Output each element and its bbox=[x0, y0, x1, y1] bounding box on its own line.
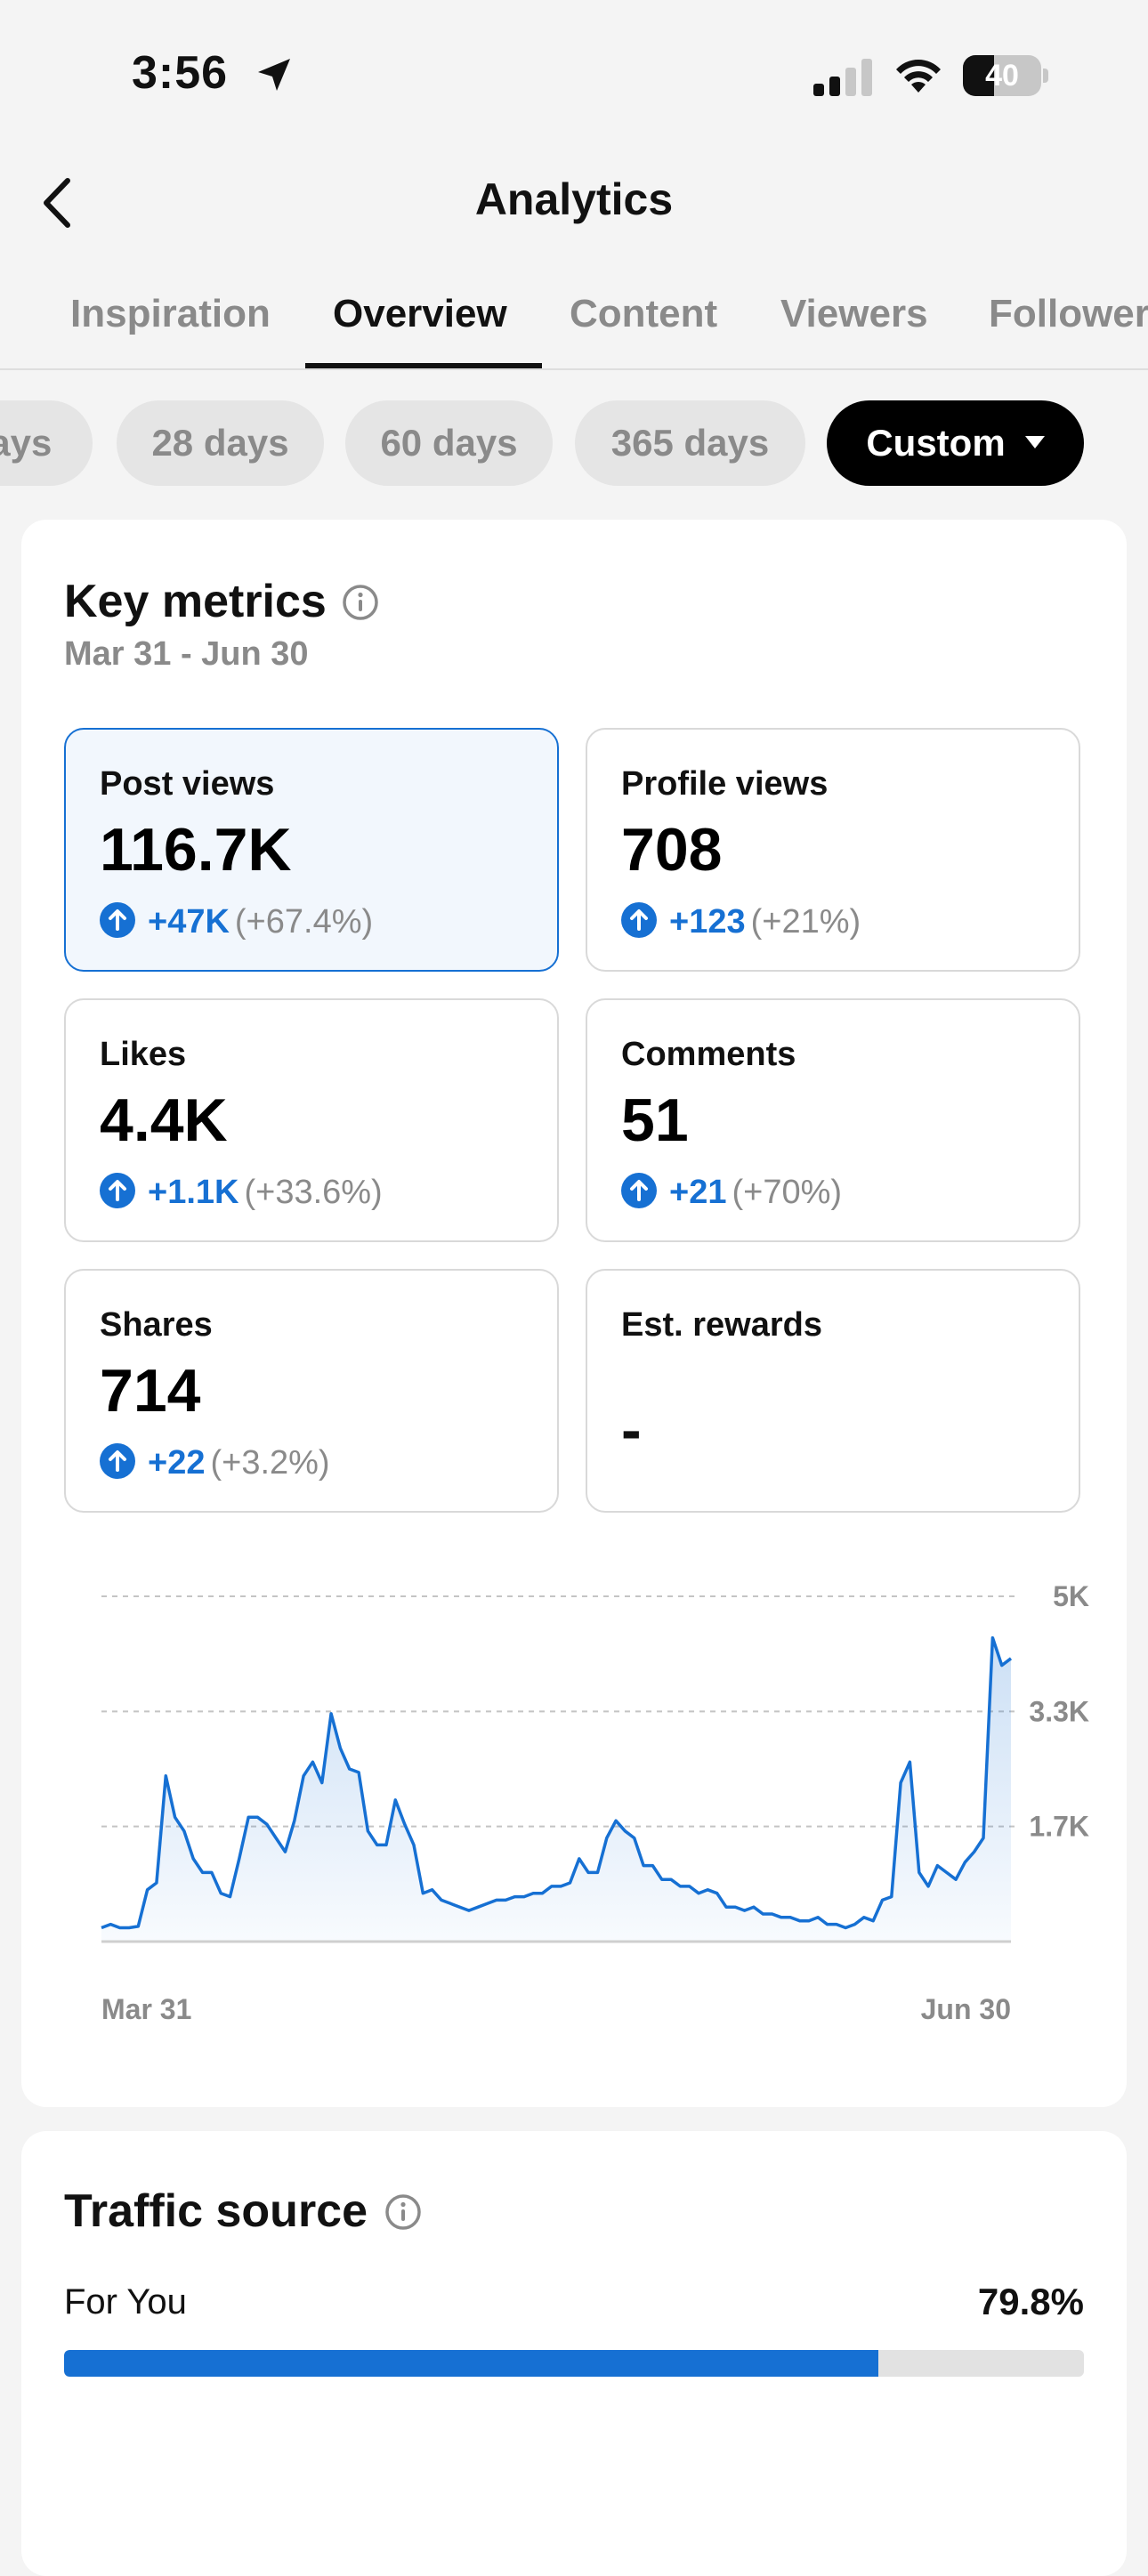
battery-percentage: 40 bbox=[985, 59, 1019, 93]
metric-shares[interactable]: Shares 714 +22 (+3.2%) bbox=[64, 1269, 559, 1513]
range-chip-custom[interactable]: Custom bbox=[827, 400, 1084, 486]
cellular-signal-icon bbox=[813, 59, 872, 96]
tab-inspiration[interactable]: Inspiration bbox=[70, 292, 271, 335]
traffic-source-label: For You bbox=[64, 2282, 187, 2322]
metric-value: 4.4K bbox=[100, 1086, 228, 1154]
metric-label: Shares bbox=[100, 1306, 213, 1344]
y-tick-label: 3.3K bbox=[1029, 1695, 1089, 1727]
caret-down-icon bbox=[1024, 435, 1045, 448]
location-arrow-icon bbox=[258, 59, 290, 91]
metric-est-rewards[interactable]: Est. rewards - bbox=[586, 1269, 1080, 1513]
metric-change-percent: (+67.4%) bbox=[234, 903, 374, 941]
metric-change-absolute: +47K bbox=[148, 903, 230, 941]
metric-change-absolute: +22 bbox=[148, 1444, 206, 1482]
page-title: Analytics bbox=[474, 174, 674, 224]
info-icon[interactable] bbox=[342, 584, 379, 621]
back-button[interactable] bbox=[32, 171, 82, 235]
metric-label: Est. rewards bbox=[621, 1306, 822, 1344]
arrow-up-circle-icon bbox=[100, 1173, 135, 1208]
metric-label: Post views bbox=[100, 765, 275, 803]
metric-change: +123 (+21%) bbox=[621, 902, 861, 941]
metric-change-absolute: +21 bbox=[669, 1174, 727, 1211]
metric-change: +21 (+70%) bbox=[621, 1173, 842, 1212]
key-metrics-card: Key metrics Mar 31 - Jun 30 Post views 1… bbox=[21, 520, 1127, 2107]
traffic-source-value: 79.8% bbox=[977, 2281, 1084, 2322]
metric-likes[interactable]: Likes 4.4K +1.1K (+33.6%) bbox=[64, 998, 559, 1242]
metric-label: Likes bbox=[100, 1036, 187, 1073]
range-chip-7-days[interactable]: 7 days bbox=[0, 400, 93, 486]
traffic-source-card: Traffic source For You 79.8% bbox=[21, 2131, 1127, 2576]
battery-indicator: 40 bbox=[963, 55, 1048, 96]
status-bar: 3:56 40 bbox=[0, 0, 1148, 133]
metric-value: 708 bbox=[621, 816, 723, 884]
y-tick-label: 5K bbox=[1053, 1580, 1089, 1612]
metric-comments[interactable]: Comments 51 +21 (+70%) bbox=[586, 998, 1080, 1242]
metric-value: 714 bbox=[100, 1357, 201, 1425]
active-tab-indicator bbox=[305, 363, 542, 368]
metric-change: +22 (+3.2%) bbox=[100, 1443, 330, 1482]
arrow-up-circle-icon bbox=[621, 902, 657, 938]
tab-viewers[interactable]: Viewers bbox=[780, 292, 928, 335]
chevron-left-icon bbox=[44, 178, 70, 228]
range-chip-custom-label: Custom bbox=[866, 422, 1006, 464]
date-range-selector: 7 days 28 days 60 days 365 days Custom bbox=[0, 400, 1148, 486]
metric-change: +1.1K (+33.6%) bbox=[100, 1173, 383, 1212]
range-chip-28-days[interactable]: 28 days bbox=[117, 400, 324, 486]
traffic-source-bar-fill bbox=[64, 2350, 878, 2377]
metric-value: 116.7K bbox=[100, 816, 292, 884]
arrow-up-circle-icon bbox=[621, 1173, 657, 1208]
key-metrics-date-range: Mar 31 - Jun 30 bbox=[64, 635, 309, 673]
wifi-icon bbox=[896, 60, 941, 93]
range-chip-365-days[interactable]: 365 days bbox=[575, 400, 805, 486]
post-views-chart: 5K 3.3K 1.7K Mar 31 Jun 30 bbox=[101, 1580, 1089, 2025]
chart-series-line bbox=[101, 1635, 1013, 1930]
metric-value: 51 bbox=[621, 1086, 689, 1154]
metric-change-absolute: +1.1K bbox=[148, 1174, 239, 1211]
x-tick-label-end: Jun 30 bbox=[921, 1993, 1011, 2025]
arrow-up-circle-icon bbox=[100, 1443, 135, 1479]
status-time: 3:56 bbox=[132, 47, 229, 99]
tab-bar: Inspiration Overview Content Viewers Fol… bbox=[0, 285, 1148, 370]
arrow-up-circle-icon bbox=[100, 902, 135, 938]
x-tick-label-start: Mar 31 bbox=[101, 1993, 191, 2025]
info-icon[interactable] bbox=[384, 2193, 422, 2231]
tab-content[interactable]: Content bbox=[570, 292, 718, 335]
metric-change-percent: (+21%) bbox=[750, 903, 861, 941]
metric-profile-views[interactable]: Profile views 708 +123 (+21%) bbox=[586, 728, 1080, 972]
y-tick-label: 1.7K bbox=[1029, 1811, 1089, 1843]
metric-change: +47K (+67.4%) bbox=[100, 902, 373, 941]
metric-change-percent: (+70%) bbox=[732, 1174, 843, 1211]
range-chip-60-days[interactable]: 60 days bbox=[345, 400, 553, 486]
traffic-source-title: Traffic source bbox=[64, 2185, 368, 2237]
metric-post-views[interactable]: Post views 116.7K +47K (+67.4%) bbox=[64, 728, 559, 972]
tab-followers[interactable]: Followers bbox=[989, 292, 1148, 335]
traffic-source-bar bbox=[64, 2350, 1084, 2377]
metric-value: - bbox=[621, 1396, 642, 1464]
metric-change-percent: (+33.6%) bbox=[244, 1174, 383, 1211]
metric-label: Profile views bbox=[621, 765, 829, 803]
metric-change-percent: (+3.2%) bbox=[210, 1444, 330, 1482]
metric-label: Comments bbox=[621, 1036, 796, 1073]
metric-change-absolute: +123 bbox=[669, 903, 746, 941]
chart-area-fill bbox=[101, 1637, 1011, 1942]
tab-overview[interactable]: Overview bbox=[333, 292, 507, 335]
key-metrics-title: Key metrics bbox=[64, 576, 327, 627]
